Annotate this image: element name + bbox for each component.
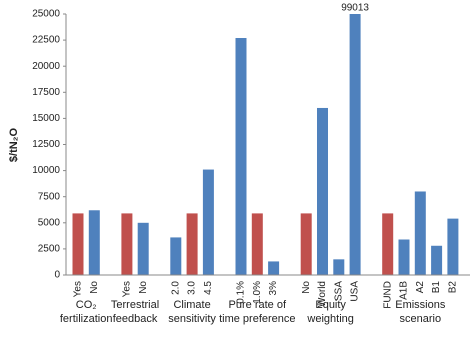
y-tick-label: 5000	[38, 217, 61, 228]
bar	[72, 213, 84, 275]
bar	[186, 213, 198, 275]
x-tick-label: FUND	[382, 281, 393, 309]
x-tick-label: No	[89, 281, 100, 294]
bar	[382, 213, 394, 275]
x-tick-label: No	[301, 281, 312, 294]
y-tick-label: 7500	[38, 191, 61, 202]
bar	[137, 222, 149, 275]
y-tick-label: 10000	[32, 165, 60, 176]
bar	[202, 169, 214, 275]
y-tick-label: 15000	[32, 113, 60, 124]
bar	[88, 210, 100, 275]
bar	[431, 245, 443, 275]
y-tick-label: 12500	[32, 139, 60, 150]
data-label: 99013	[341, 3, 369, 14]
plot-area	[72, 14, 459, 276]
x-tick-label: No	[138, 281, 149, 294]
group-label: Pure rate of	[229, 299, 287, 311]
bar	[447, 218, 459, 275]
group-label: Equity	[315, 299, 346, 311]
x-tick-label: World	[317, 281, 328, 307]
x-tick-label: 2.0	[170, 281, 181, 295]
bar	[300, 213, 312, 275]
group-label: time preference	[219, 313, 295, 325]
bar	[398, 239, 410, 275]
bar	[349, 14, 361, 275]
x-tick-label: 0.1%	[236, 281, 247, 304]
x-tick-label: USA	[350, 281, 361, 302]
x-tick-label: SSA	[333, 281, 344, 301]
y-tick-label: 17500	[32, 87, 60, 98]
y-tick-label: 2500	[38, 244, 61, 255]
bar	[317, 107, 328, 276]
group-label: Emissions	[395, 299, 446, 311]
group-label: CO₂	[76, 299, 97, 311]
x-tick-label: B2	[448, 281, 459, 294]
group-label: feedback	[113, 313, 158, 325]
group-label: sensitivity	[168, 313, 216, 325]
x-tick-label: Yes	[122, 281, 133, 297]
x-tick-label: A1B	[399, 281, 410, 300]
x-tick-label: 4.5	[203, 281, 214, 295]
x-tick-label: 3%	[268, 281, 279, 296]
bar	[235, 38, 247, 276]
bar	[333, 259, 345, 275]
x-tick-label: 1.0%	[252, 281, 263, 304]
bar	[121, 213, 133, 275]
x-tick-label: Yes	[73, 281, 84, 297]
x-tick-label: A2	[415, 281, 426, 294]
bar	[414, 191, 426, 275]
bar	[170, 237, 182, 275]
group-label: fertilization	[60, 313, 113, 325]
group-label: weighting	[306, 313, 353, 325]
group-label: scenario	[400, 313, 442, 325]
bar	[251, 213, 263, 275]
group-label: Climate	[173, 299, 210, 311]
y-tick-label: 20000	[32, 61, 60, 72]
x-tick-label: 3.0	[187, 281, 198, 295]
y-tick-label: 22500	[32, 35, 60, 46]
y-tick-label: 0	[54, 270, 60, 281]
bar	[268, 261, 280, 275]
y-tick-label: 25000	[32, 9, 60, 20]
group-label: Terrestrial	[111, 299, 159, 311]
y-axis-label: $/tN₂O	[8, 127, 20, 162]
x-tick-label: B1	[431, 281, 442, 294]
